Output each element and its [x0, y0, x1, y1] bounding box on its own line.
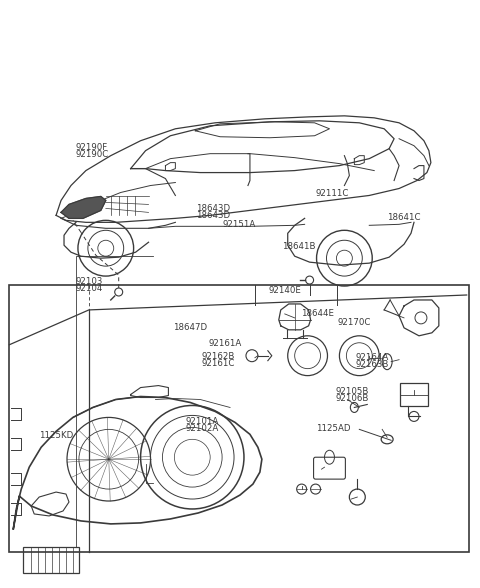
Polygon shape: [61, 196, 106, 218]
Text: 92140E: 92140E: [269, 286, 301, 295]
Text: 92151A: 92151A: [223, 220, 256, 229]
Text: 18641C: 18641C: [387, 213, 420, 222]
Text: 18647D: 18647D: [173, 323, 207, 332]
Text: 92102A: 92102A: [185, 424, 218, 433]
Text: 18644E: 18644E: [301, 309, 334, 318]
Text: 92190C: 92190C: [75, 150, 108, 159]
Text: 92164A: 92164A: [356, 353, 389, 362]
Text: 18643D: 18643D: [196, 204, 230, 213]
Text: 92106B: 92106B: [336, 394, 369, 403]
Text: 1125KD: 1125KD: [38, 431, 73, 440]
Text: 92190F: 92190F: [75, 143, 108, 152]
Text: 92111C: 92111C: [315, 189, 349, 198]
Text: 1125AD: 1125AD: [316, 424, 351, 433]
Text: 92104: 92104: [75, 283, 103, 293]
Text: 18641B: 18641B: [282, 242, 315, 250]
Text: 92105B: 92105B: [336, 387, 369, 396]
Bar: [9, 285, 468, 552]
Text: 92162B: 92162B: [202, 352, 235, 360]
Text: 92170C: 92170C: [338, 318, 371, 327]
Text: 92101A: 92101A: [185, 417, 218, 426]
Text: 18643D: 18643D: [196, 211, 230, 220]
Text: 92163B: 92163B: [356, 360, 389, 369]
Text: 92161A: 92161A: [209, 339, 242, 348]
Text: 92161C: 92161C: [202, 359, 235, 368]
Text: 92103: 92103: [75, 276, 103, 286]
